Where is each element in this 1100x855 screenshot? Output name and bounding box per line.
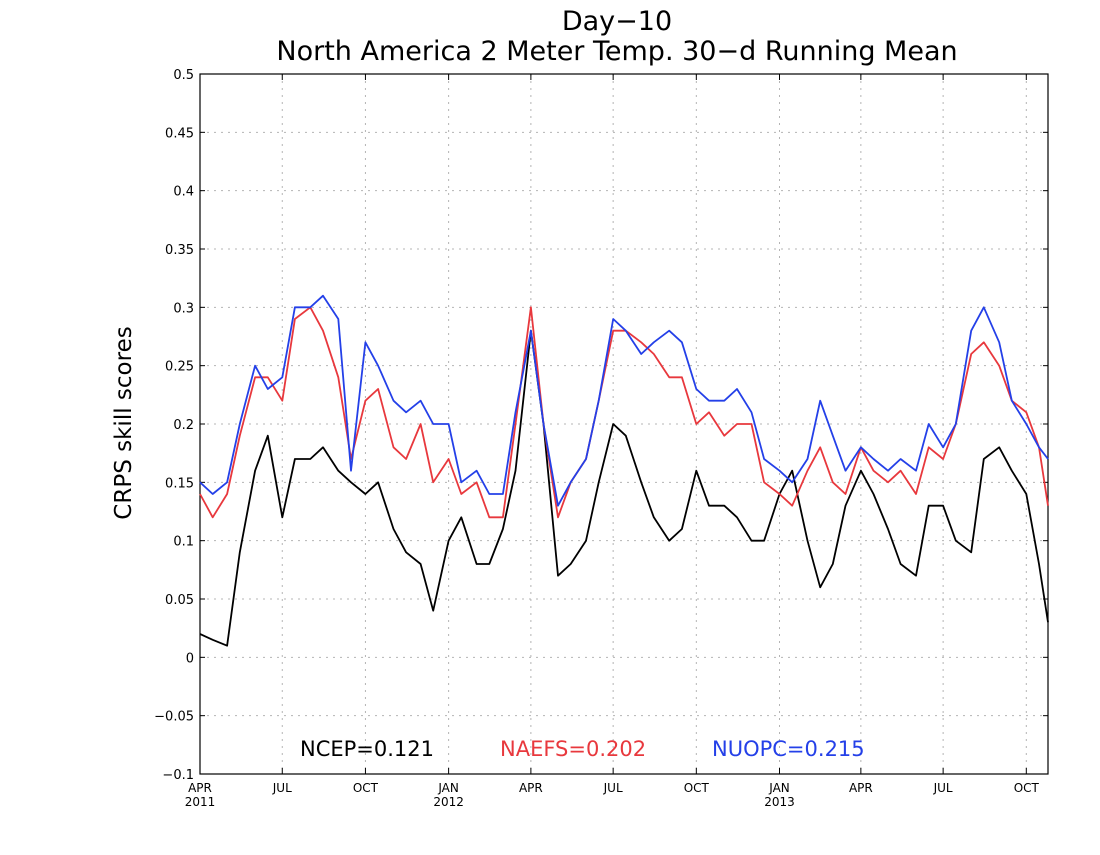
y-tick-label: −0.05	[154, 710, 194, 725]
x-tick-label: APR	[188, 781, 212, 795]
y-tick-label: 0.4	[173, 185, 194, 200]
y-tick-label: 0.2	[173, 418, 194, 433]
y-tick-label: 0.25	[165, 360, 194, 375]
chart-subtitle: North America 2 Meter Temp. 30−d Running…	[276, 36, 957, 67]
x-tick-label: APR	[849, 781, 873, 795]
x-tick-label: JAN	[768, 781, 790, 795]
x-tick-label: OCT	[684, 781, 710, 795]
x-tick-label: APR	[519, 781, 543, 795]
x-tick-year-label: 2011	[185, 795, 216, 809]
chart-title: Day−10	[562, 6, 672, 37]
y-axis-label: CRPS skill scores	[111, 326, 137, 519]
x-tick-label: JAN	[437, 781, 459, 795]
y-tick-label: −0.1	[162, 768, 194, 783]
series-line-nuopc	[199, 294, 1049, 507]
legend-naefs: NAEFS=0.202	[500, 737, 646, 761]
y-tick-label: 0.05	[165, 593, 194, 608]
x-tick-label: OCT	[353, 781, 379, 795]
x-tick-label: JUL	[272, 781, 292, 795]
y-axis-ticks: 0.5 0.45 0.4 0.35 0.3 0.25 0.2 0.15 0.1 0.05 0 −0.0…	[154, 68, 1048, 783]
legend-nuopc: NUOPC=0.215	[712, 737, 865, 761]
x-tick-year-label: 2013	[764, 795, 795, 809]
x-tick-year-label: 2012	[433, 795, 464, 809]
y-tick-label: 0.5	[173, 68, 194, 83]
series-line-ncep	[199, 329, 1049, 647]
y-tick-label: 0	[186, 651, 194, 666]
y-tick-label: 0.45	[165, 126, 194, 141]
x-tick-label: JUL	[933, 781, 953, 795]
legend-ncep: NCEP=0.121	[300, 737, 434, 761]
y-tick-label: 0.3	[173, 301, 194, 316]
series-lines	[199, 294, 1049, 647]
x-tick-label: OCT	[1014, 781, 1040, 795]
x-tick-label: JUL	[603, 781, 623, 795]
y-tick-label: 0.15	[165, 476, 194, 491]
legend: NCEP=0.121 NAEFS=0.202 NUOPC=0.215	[300, 737, 865, 761]
y-tick-label: 0.1	[173, 535, 194, 550]
y-tick-label: 0.35	[165, 243, 194, 258]
